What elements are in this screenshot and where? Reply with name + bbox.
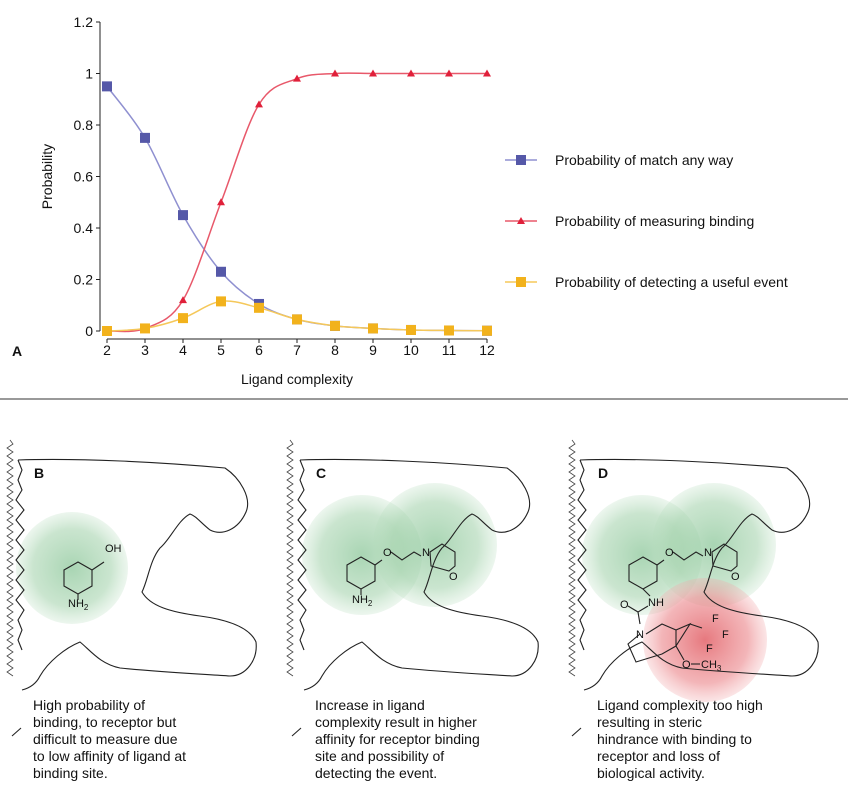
legend-marker <box>516 155 526 165</box>
atom: NH <box>648 597 664 609</box>
y-tick-label: 0.8 <box>74 117 94 133</box>
series-line <box>107 73 487 331</box>
marker <box>292 314 302 324</box>
x-tick-label: 11 <box>442 342 457 358</box>
panel-label: C <box>316 465 326 481</box>
x-tick-label: 5 <box>217 342 225 358</box>
panel-label: B <box>34 465 44 481</box>
x-tick-label: 6 <box>255 342 263 358</box>
caption-line: hindrance with binding to <box>597 731 752 747</box>
marker <box>179 296 187 303</box>
caption-line: receptor and loss of <box>597 748 720 764</box>
x-tick-label: 2 <box>103 342 111 358</box>
marker <box>330 321 340 331</box>
x-tick-label: 9 <box>369 342 377 358</box>
y-tick-label: 0 <box>85 323 93 339</box>
marker <box>254 303 264 313</box>
leader <box>292 728 301 736</box>
marker <box>444 325 454 335</box>
leader <box>12 728 21 736</box>
binding-zone <box>373 483 497 607</box>
caption-line: site and possibility of <box>315 748 444 764</box>
marker <box>140 133 150 143</box>
caption-line: affinity for receptor binding <box>315 731 480 747</box>
atom: O <box>665 547 674 559</box>
marker <box>406 325 416 335</box>
x-tick-label: 3 <box>141 342 149 358</box>
atom: O <box>731 571 740 583</box>
caption-line: resulting in steric <box>597 714 702 730</box>
legend-marker <box>516 277 526 287</box>
panel-c: O N O NH2 <box>287 440 538 736</box>
leader <box>572 728 581 736</box>
y-tick-label: 0.6 <box>74 169 94 185</box>
wavy-edge <box>7 440 13 676</box>
panel-label: D <box>598 465 608 481</box>
atom: OH <box>105 543 122 555</box>
atom: N <box>422 547 430 559</box>
x-axis-label: Ligand complexity <box>241 371 353 387</box>
x-tick-label: 7 <box>293 342 301 358</box>
x-tick-label: 8 <box>331 342 339 358</box>
caption-line: binding, to receptor but <box>33 714 176 730</box>
figure: A 0 0.2 0.4 0.6 0.8 1 1.2 2 3 4 5 6 7 8 9 10 11 12 Ligand … <box>0 0 848 797</box>
series-line <box>107 86 487 330</box>
legend-label: Probability of measuring binding <box>555 213 754 229</box>
atom: F <box>712 613 719 625</box>
chart: 0 0.2 0.4 0.6 0.8 1 1.2 2 3 4 5 6 7 8 9 10 11 12 Ligand co… <box>39 14 788 387</box>
y-tick-label: 0.2 <box>74 272 94 288</box>
atom: O <box>383 547 392 559</box>
caption-line: to low affinity of ligand at <box>33 748 186 764</box>
caption-line: complexity result in higher <box>315 714 477 730</box>
marker <box>216 267 226 277</box>
x-tick-label: 10 <box>403 342 419 358</box>
y-tick-label: 1.2 <box>74 14 94 30</box>
wavy-edge <box>569 440 575 676</box>
marker <box>102 81 112 91</box>
caption-line: detecting the event. <box>315 765 437 781</box>
legend-label: Probability of match any way <box>555 152 733 168</box>
atom: O <box>449 571 458 583</box>
caption-line: Increase in ligand <box>315 697 425 713</box>
wavy-edge <box>287 440 293 676</box>
y-axis-label: Probability <box>39 144 55 209</box>
legend-label: Probability of detecting a useful event <box>555 274 788 290</box>
marker <box>216 296 226 306</box>
y-tick-label: 0.4 <box>74 220 94 236</box>
marker <box>482 326 492 336</box>
atom: F <box>706 643 713 655</box>
atom: N <box>636 629 644 641</box>
marker <box>102 326 112 336</box>
caption-line: Ligand complexity too high <box>597 697 763 713</box>
marker <box>368 323 378 333</box>
marker <box>178 313 188 323</box>
x-tick-label: 12 <box>479 342 495 358</box>
marker <box>178 210 188 220</box>
atom: F <box>722 629 729 641</box>
marker <box>217 198 225 205</box>
marker <box>140 323 150 333</box>
caption-line: difficult to measure due <box>33 731 178 747</box>
caption-line: binding site. <box>33 765 108 781</box>
panel-d: O N O O NH N F F F O CH3 <box>569 440 818 736</box>
panel-label: A <box>12 343 22 359</box>
x-tick-label: 4 <box>179 342 187 358</box>
atom: N <box>704 547 712 559</box>
caption-line: biological activity. <box>597 765 705 781</box>
caption-line: High probability of <box>33 697 145 713</box>
panel-b: OH NH2 <box>7 440 256 736</box>
y-tick-label: 1 <box>85 66 93 82</box>
atom: O <box>620 599 629 611</box>
atom: O <box>682 659 691 671</box>
